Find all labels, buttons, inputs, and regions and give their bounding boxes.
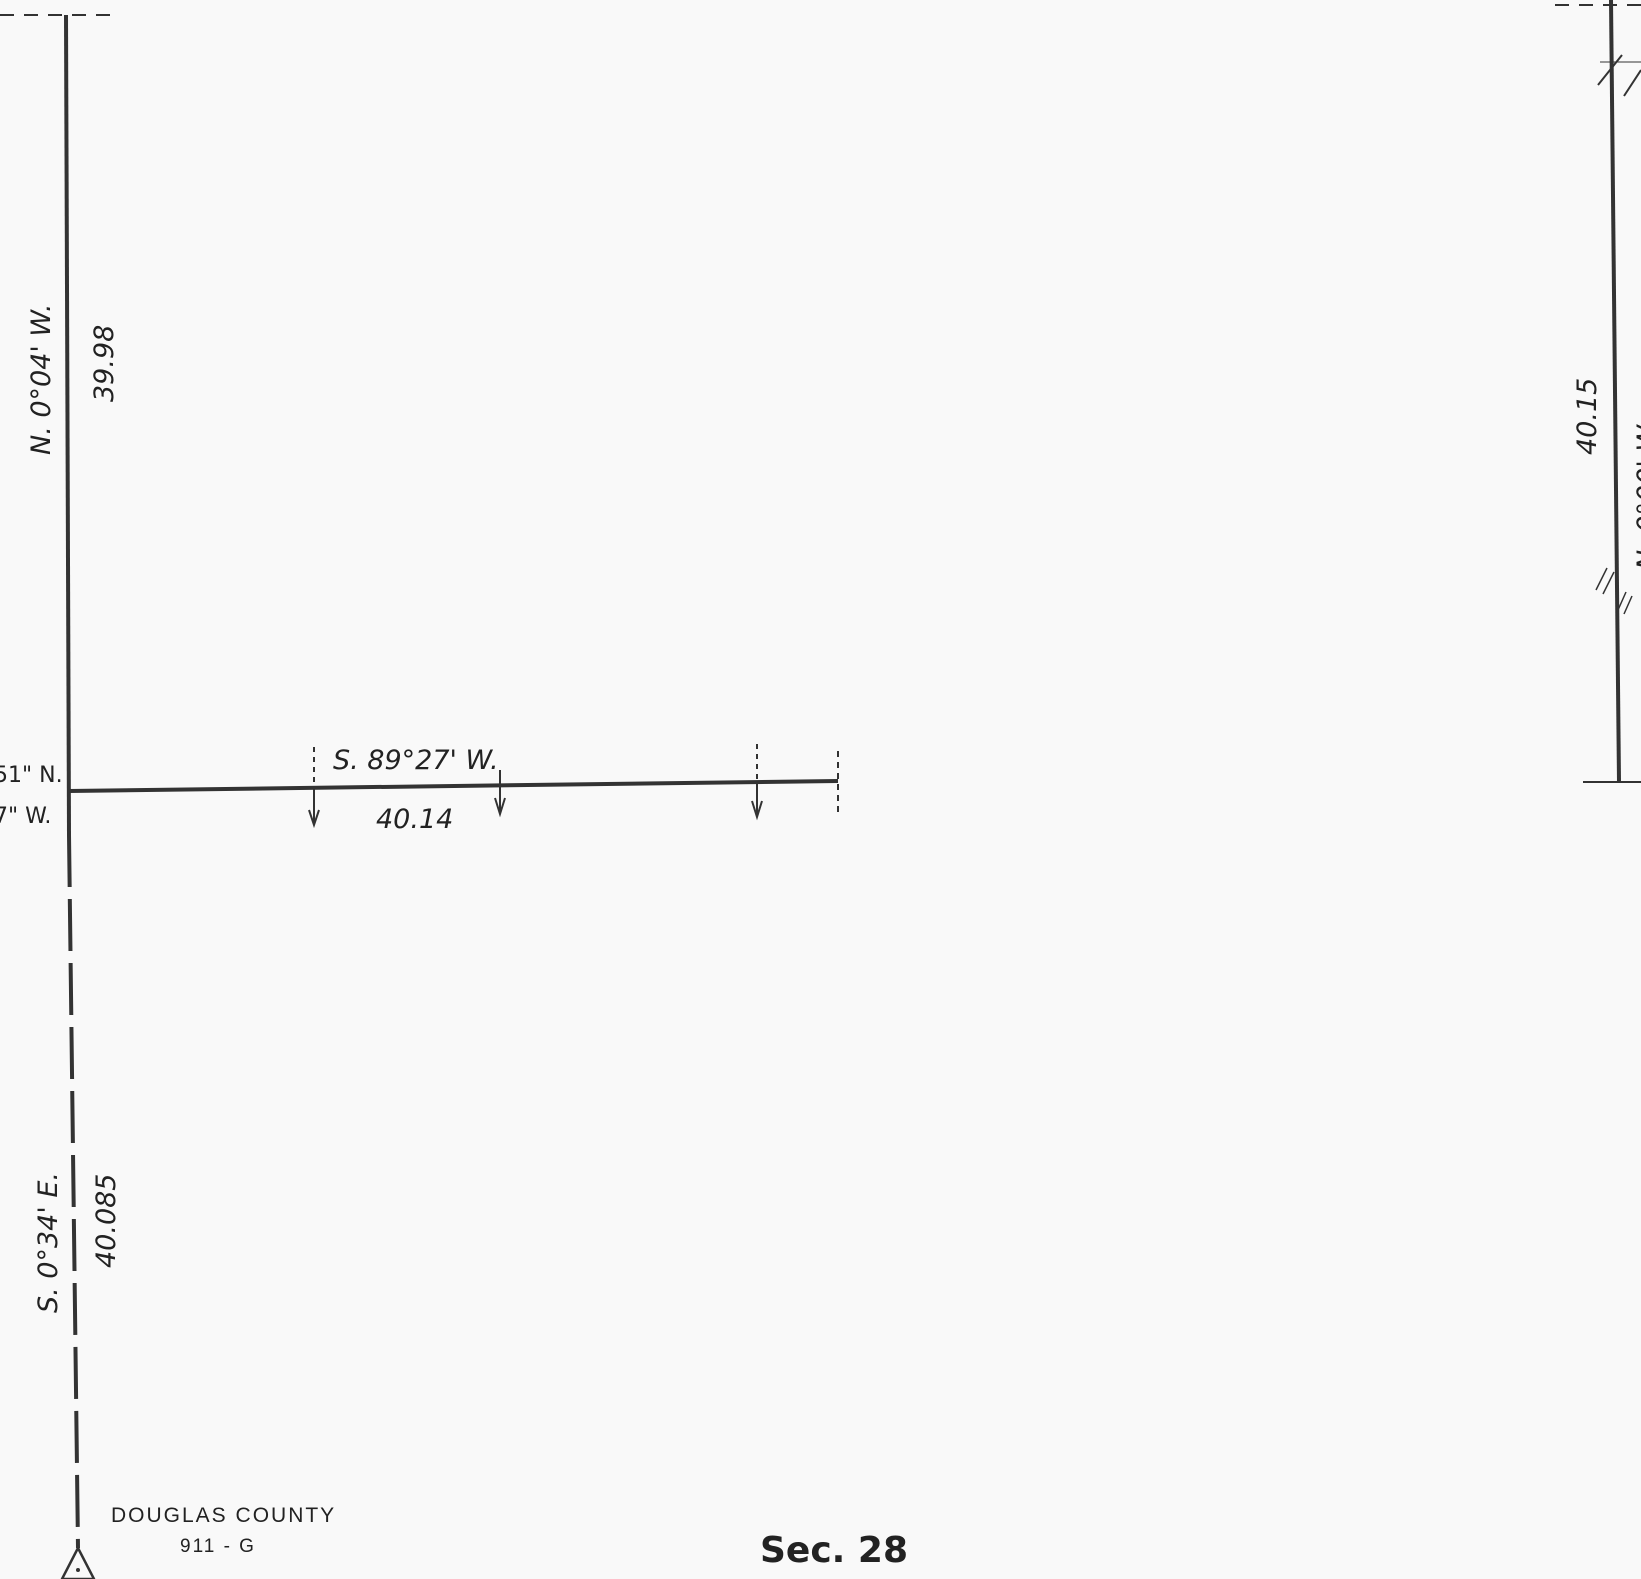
east-arrow-mark	[1597, 54, 1641, 97]
arrow-head-3	[751, 800, 763, 821]
corner-coord-west: 7" W.	[0, 804, 51, 829]
section-title: Sec. 28	[760, 1530, 908, 1571]
east-line	[1609, 0, 1621, 783]
left-upper-bearing-label: N. 0°04' W.	[26, 304, 57, 455]
west-line-upper	[64, 14, 71, 836]
left-upper-distance-label: 39.98	[89, 325, 120, 402]
arrow-head-2	[494, 797, 506, 818]
west-line-lower	[67, 834, 80, 1549]
south-line-bearing-label: S. 89°27' W.	[333, 745, 499, 776]
station-county-label: DOUGLAS COUNTY	[111, 1504, 336, 1527]
south-line-distance-label: 40.14	[376, 804, 453, 835]
triangle-station-icon	[60, 1545, 96, 1579]
right-distance-label: 40.15	[1572, 378, 1603, 455]
station-code-label: 911 - G	[180, 1536, 256, 1557]
right-bearing-label: N. 0°00' W.	[1632, 419, 1641, 570]
east-hatch-mark	[1595, 567, 1633, 615]
south-quarter-line	[68, 779, 839, 793]
left-lower-distance-label: 40.085	[91, 1174, 122, 1268]
arrow-head-1	[308, 809, 320, 829]
left-lower-bearing-label: S. 0°34' E.	[33, 1172, 64, 1313]
corner-coord-north: 51" N.	[0, 763, 63, 788]
